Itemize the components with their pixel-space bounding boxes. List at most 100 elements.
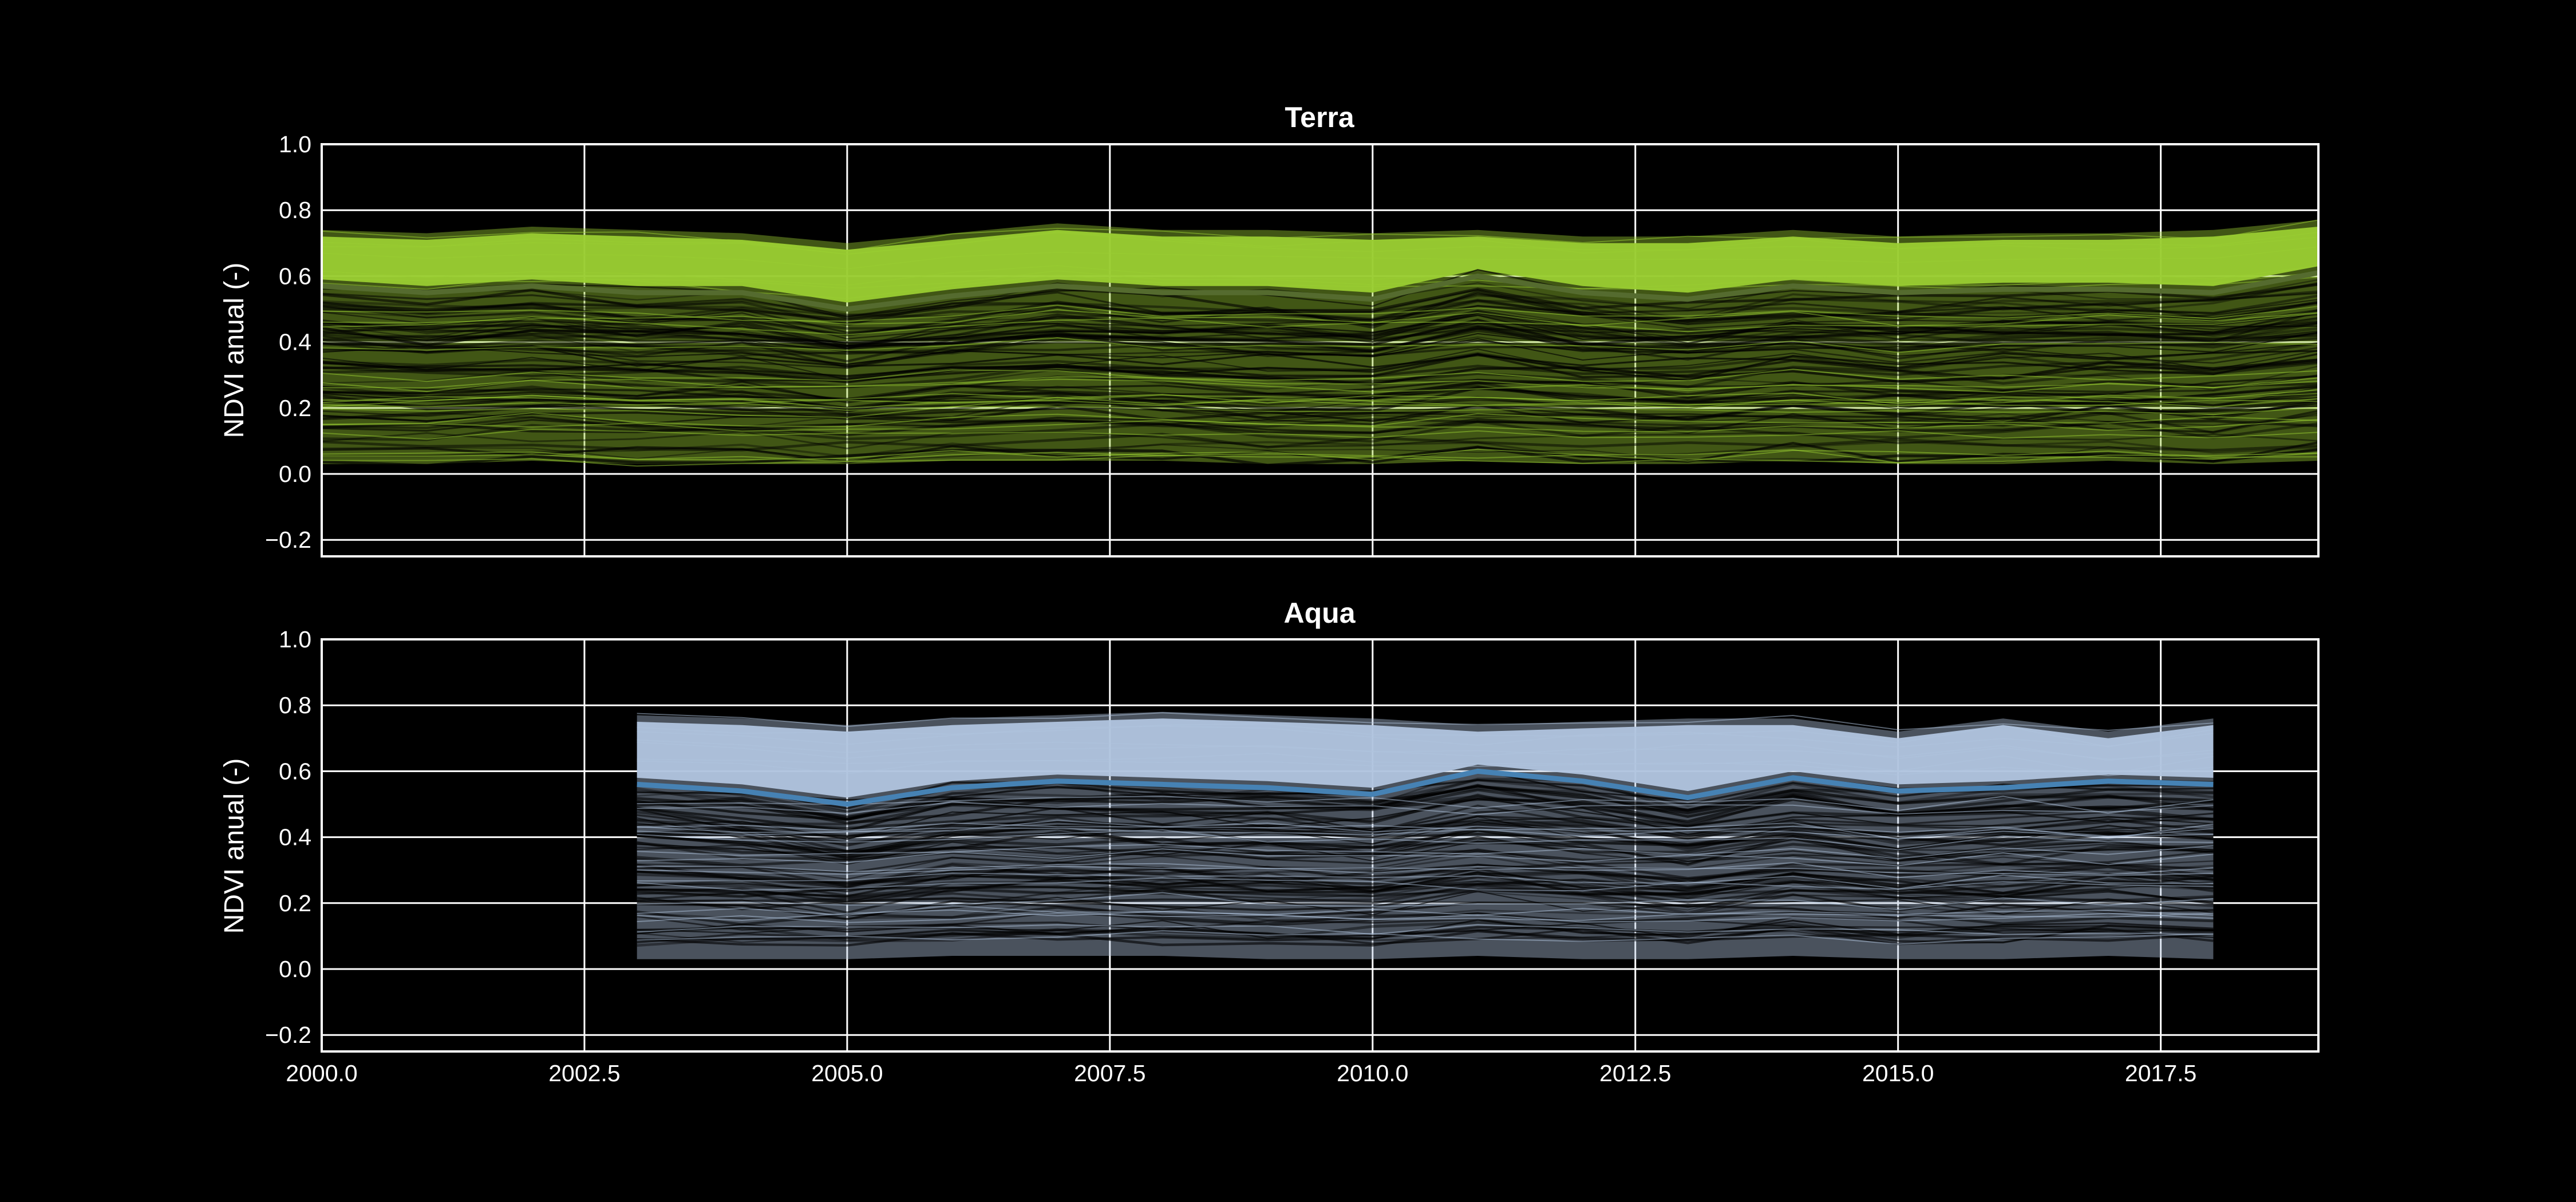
aqua-pixel-series-line	[637, 725, 2214, 748]
terra-pixel-series-line	[321, 330, 2319, 353]
aqua-dense-area	[637, 718, 2214, 798]
terra-pixel-series-line	[321, 448, 2319, 462]
aqua-pixel-series-line	[637, 819, 2214, 853]
terra-pixel-series-line	[321, 452, 2319, 467]
terra-pixel-series-line	[321, 346, 2319, 369]
terra-pixel-series-line	[321, 231, 2319, 255]
aqua-pixel-series-line	[637, 753, 2214, 775]
aqua-pixel-series-line	[637, 912, 2214, 923]
terra-axes-frame	[321, 143, 2320, 557]
terra-pixel-series-line	[321, 219, 2319, 252]
aqua-xtick-label: 2015.0	[1862, 1060, 1934, 1086]
aqua-panel: Aqua NDVI anual (-) −0.2 0.0 0.2 0.4 0.6 0.8 1…	[219, 597, 2320, 1086]
aqua-ylabel: NDVI anual (-)	[219, 758, 250, 934]
aqua-pixel-series-line	[637, 840, 2214, 862]
terra-pixel-series-line	[321, 348, 2319, 381]
terra-pixel-series-line	[321, 309, 2319, 350]
aqua-pixel-series-line	[637, 926, 2214, 947]
terra-pixel-series-line	[321, 313, 2319, 351]
terra-pixel-series-line	[321, 314, 2319, 345]
terra-pixel-series-line	[321, 313, 2319, 335]
terra-pixel-series-line	[321, 419, 2319, 433]
aqua-pixel-series-line	[637, 930, 2214, 945]
terra-pixel-series-line	[321, 270, 2319, 290]
terra-pixel-series-line	[321, 246, 2319, 270]
terra-pixel-series-line	[321, 302, 2319, 334]
aqua-pixel-series-line	[637, 818, 2214, 839]
aqua-pixel-series-line	[637, 741, 2214, 760]
terra-pixel-series-line	[321, 264, 2319, 286]
aqua-pixel-series-line	[637, 863, 2214, 888]
terra-ytick-label: 0.8	[279, 197, 311, 223]
terra-pixel-series-line	[321, 400, 2319, 421]
aqua-pixel-series-line	[637, 825, 2214, 855]
aqua-pixel-series-line	[637, 872, 2214, 889]
aqua-pixel-series-line	[637, 877, 2214, 892]
terra-pixel-series-line	[321, 342, 2319, 381]
aqua-pixel-series-line	[637, 844, 2214, 859]
terra-pixel-series-line	[321, 440, 2319, 458]
aqua-pixel-series-line	[637, 723, 2214, 748]
terra-pixel-series-line	[321, 337, 2319, 369]
terra-pixel-series-line	[321, 326, 2319, 353]
terra-pixel-series-line	[321, 397, 2319, 411]
aqua-pixel-series-line	[637, 855, 2214, 886]
terra-pixel-series-line	[321, 312, 2319, 347]
terra-title: Terra	[1285, 101, 1355, 133]
aqua-title: Aqua	[1284, 597, 1356, 629]
aqua-pixel-series-line	[637, 782, 2214, 820]
terra-pixel-series-line	[321, 406, 2319, 418]
aqua-ytick-label: 0.2	[279, 890, 311, 916]
aqua-pixel-series-line	[637, 871, 2214, 898]
terra-pixel-series-line	[321, 376, 2319, 390]
terra-pixel-series-line	[321, 449, 2319, 464]
terra-pixel-series-line	[321, 283, 2319, 322]
terra-pixel-series-line	[321, 418, 2319, 437]
aqua-ytick-label: 0.6	[279, 758, 311, 784]
aqua-pixel-series-line	[637, 862, 2214, 879]
aqua-xtick-label: 2010.0	[1337, 1060, 1408, 1086]
terra-ylabel: NDVI anual (-)	[219, 263, 250, 438]
terra-pixel-series-line	[321, 312, 2319, 343]
terra-pixel-series-line	[321, 232, 2319, 255]
aqua-pixel-series-line	[637, 824, 2214, 860]
terra-pixel-series-line	[321, 394, 2319, 409]
terra-mean-line	[321, 270, 2319, 312]
aqua-pixel-series-line	[637, 829, 2214, 851]
aqua-pixel-series-line	[637, 888, 2214, 914]
terra-pixel-series-line	[321, 337, 2319, 353]
aqua-pixel-series-line	[637, 830, 2214, 858]
terra-ytick-label: 0.6	[279, 263, 311, 289]
aqua-pixel-series-line	[637, 899, 2214, 921]
aqua-pixel-series-line	[637, 712, 2214, 732]
terra-pixel-series-line	[321, 309, 2319, 350]
aqua-pixel-series-line	[637, 796, 2214, 814]
aqua-pixel-series-line	[637, 850, 2214, 880]
terra-pixel-series-line	[321, 378, 2319, 393]
terra-ytick-label: 0.0	[279, 461, 311, 487]
terra-pixel-series-line	[321, 369, 2319, 382]
aqua-ytick-label: 0.0	[279, 956, 311, 982]
terra-pixel-series-line	[321, 430, 2319, 449]
terra-pixel-series-line	[321, 445, 2319, 467]
aqua-pixel-series-line	[637, 892, 2214, 911]
terra-ytick-label: 1.0	[279, 131, 311, 157]
aqua-ytick-label: 0.8	[279, 692, 311, 718]
terra-pixel-series-line	[321, 282, 2319, 321]
aqua-pixel-series-line	[637, 778, 2214, 821]
aqua-pixel-series-line	[637, 906, 2214, 926]
terra-pixel-series-line	[321, 288, 2319, 319]
aqua-xtick-label: 2000.0	[286, 1060, 357, 1086]
aqua-pixel-series-line	[637, 760, 2214, 776]
aqua-pixel-series-line	[637, 794, 2214, 825]
aqua-pixel-series-line	[637, 930, 2214, 947]
aqua-ytick-label: 0.4	[279, 824, 311, 851]
aqua-pixel-series-line	[637, 905, 2214, 916]
aqua-pixel-series-line	[637, 821, 2214, 852]
aqua-pixel-series-line	[637, 827, 2214, 839]
aqua-xtick-label: 2005.0	[811, 1060, 883, 1086]
aqua-xtick-label: 2002.5	[548, 1060, 620, 1086]
terra-pixel-series-line	[321, 299, 2319, 340]
terra-pixel-series-line	[321, 393, 2319, 406]
